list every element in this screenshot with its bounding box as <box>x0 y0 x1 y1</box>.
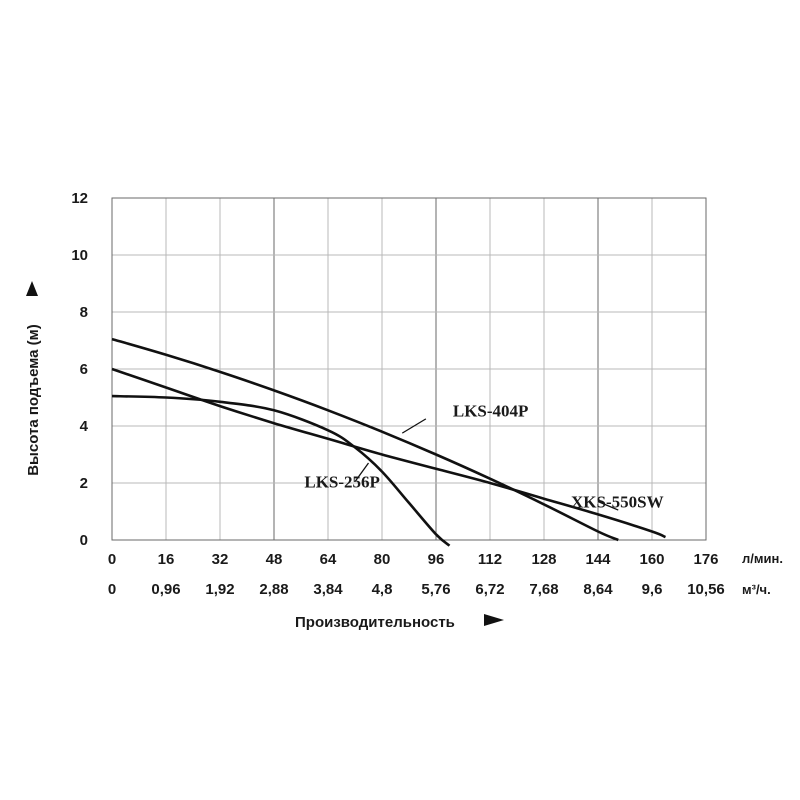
x-tick-label-secondary: 10,56 <box>687 581 725 598</box>
series-line-lks-404p <box>111 337 619 542</box>
x-axis-arrow-icon <box>484 614 504 626</box>
y-tick-label: 8 <box>80 304 88 321</box>
series-label-lks-404p: LKS-404P <box>453 401 529 420</box>
series-leader-line <box>401 418 427 434</box>
x-tick-label: 128 <box>531 551 556 568</box>
x-unit-secondary: м³/ч. <box>742 582 771 597</box>
series-label-xks-550sw: XKS-550SW <box>571 493 664 512</box>
tick-labels: 0 2 4 6 8 10 12 0 16 32 48 64 80 96 112 128 144 160 176 0 0,… <box>71 190 724 598</box>
x-tick-label-secondary: 8,64 <box>583 581 613 598</box>
curves: LKS-404P LKS-256P XKS-550SW <box>111 337 667 547</box>
y-tick-label: 0 <box>80 532 88 549</box>
y-tick-label: 12 <box>71 190 88 207</box>
series-leader-line <box>354 462 370 482</box>
x-axis-title: Производительность <box>295 614 455 631</box>
x-tick-label: 64 <box>320 551 337 568</box>
x-tick-label: 48 <box>266 551 283 568</box>
series-leader-line <box>597 500 619 511</box>
x-tick-label-secondary: 7,68 <box>529 581 558 598</box>
x-tick-label-secondary: 4,8 <box>372 581 393 598</box>
x-tick-label-secondary: 0 <box>108 581 116 598</box>
x-tick-label: 144 <box>585 551 611 568</box>
x-tick-label: 80 <box>374 551 391 568</box>
y-tick-label: 10 <box>71 247 88 264</box>
y-axis-arrow-icon <box>26 281 38 296</box>
x-tick-label-secondary: 9,6 <box>642 581 663 598</box>
x-tick-label-secondary: 0,96 <box>151 581 180 598</box>
y-axis-title: Высота подъема (м) <box>25 324 42 476</box>
series-label-lks-256p: LKS-256P <box>304 473 380 492</box>
x-tick-label: 160 <box>639 551 664 568</box>
grid <box>111 197 707 541</box>
x-tick-label: 16 <box>158 551 175 568</box>
y-tick-label: 2 <box>80 475 88 492</box>
x-unit-primary: л/мин. <box>742 551 783 566</box>
x-tick-label: 176 <box>693 551 718 568</box>
series-line-lks-256p <box>111 394 451 547</box>
x-tick-label-secondary: 6,72 <box>475 581 504 598</box>
x-tick-label: 0 <box>108 551 116 568</box>
x-tick-label: 96 <box>428 551 445 568</box>
x-tick-label-secondary: 2,88 <box>259 581 288 598</box>
y-tick-label: 6 <box>80 361 88 378</box>
x-tick-label-secondary: 3,84 <box>313 581 343 598</box>
x-tick-label-secondary: 5,76 <box>421 581 450 598</box>
x-tick-label: 112 <box>478 551 502 568</box>
x-tick-label: 32 <box>212 551 229 568</box>
x-tick-label-secondary: 1,92 <box>205 581 234 598</box>
series-line-xks-550sw <box>111 367 667 539</box>
y-tick-label: 4 <box>80 418 89 435</box>
